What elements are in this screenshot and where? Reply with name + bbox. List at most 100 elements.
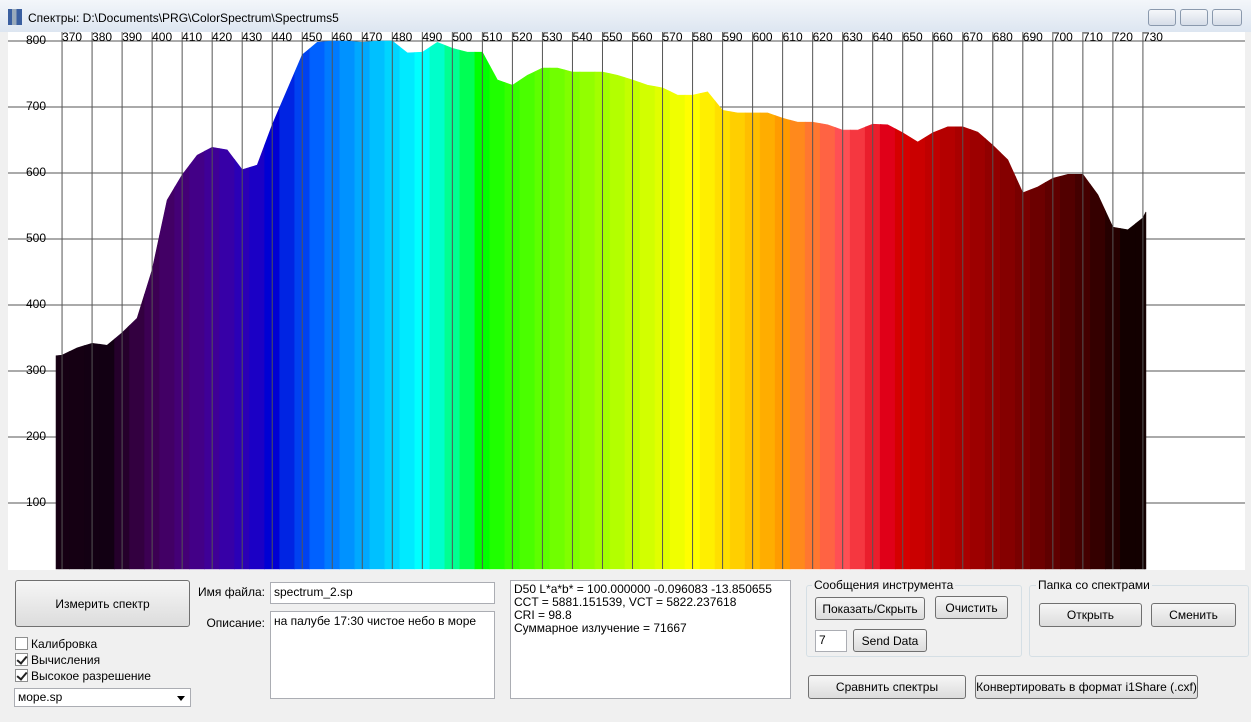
- spectrum-segment: [939, 126, 956, 570]
- show-hide-button[interactable]: Показать/Скрыть: [815, 597, 925, 620]
- spin-input[interactable]: 7: [815, 630, 847, 652]
- x-tick-label: 400: [152, 30, 172, 44]
- spectrum-segment: [129, 294, 145, 570]
- spectrum-segment: [549, 67, 566, 570]
- y-tick-label: 300: [26, 363, 46, 377]
- spectrum-segment: [1030, 182, 1046, 570]
- checkbox[interactable]: [15, 637, 28, 650]
- spectrum-segment: [879, 124, 896, 570]
- x-tick-label: 510: [482, 30, 502, 44]
- spectrum-segment: [789, 119, 806, 570]
- info-line: CCT = 5881.151539, VCT = 5822.237618: [514, 595, 737, 609]
- desc-input[interactable]: на палубе 17:30 чистое небо в море: [270, 611, 495, 699]
- desc-label: Описание:: [206, 616, 265, 630]
- x-tick-label: 500: [452, 30, 472, 44]
- x-tick-label: 560: [632, 30, 652, 44]
- spectrum-segment: [1090, 183, 1106, 570]
- convert-button[interactable]: Конвертировать в формат i1Share (.cxf): [975, 675, 1198, 699]
- folder-caption: Папка со спектрами: [1036, 578, 1152, 592]
- x-tick-label: 530: [542, 30, 562, 44]
- x-tick-label: 390: [122, 30, 142, 44]
- x-tick-label: 490: [422, 30, 442, 44]
- x-tick-label: 480: [392, 30, 412, 44]
- spectrum-segment: [1144, 211, 1147, 570]
- app-icon: [8, 9, 22, 25]
- x-tick-label: 440: [272, 30, 292, 44]
- spectrum-segment: [849, 126, 866, 570]
- x-tick-label: 600: [753, 30, 773, 44]
- spectrum-chart: 100 200 300 400 500 600 700 800 370 380 390 400 410 4…: [8, 30, 1245, 570]
- file-input[interactable]: spectrum_2.sp: [270, 582, 495, 604]
- close-button[interactable]: [1212, 9, 1242, 26]
- x-tick-label: 700: [1053, 30, 1073, 44]
- minimize-button[interactable]: [1148, 9, 1176, 26]
- spectrum-segment: [489, 65, 506, 570]
- spectrum-segment: [579, 71, 596, 570]
- spectrum-segment: [759, 112, 776, 570]
- x-tick-label: 570: [663, 30, 683, 44]
- spectrum-segment: [669, 91, 686, 570]
- open-button[interactable]: Открыть: [1039, 603, 1142, 627]
- y-tick-label: 100: [26, 495, 46, 509]
- send-button[interactable]: Send Data: [853, 629, 927, 652]
- x-tick-label: 620: [813, 30, 833, 44]
- x-tick-label: 370: [62, 30, 82, 44]
- x-tick-label: 720: [1113, 30, 1133, 44]
- y-tick-label: 700: [26, 99, 46, 113]
- maximize-button[interactable]: [1180, 9, 1208, 26]
- info-line: D50 L*a*b* = 100.000000 -0.096083 -13.85…: [514, 582, 772, 596]
- spectrum-segment: [729, 111, 746, 570]
- change-button[interactable]: Сменить: [1151, 603, 1236, 627]
- x-tick-label: 710: [1083, 30, 1103, 44]
- x-tick-label: 680: [993, 30, 1013, 44]
- spectrum-segment: [58, 351, 70, 570]
- x-tick-label: 410: [182, 30, 202, 44]
- spectrum-segment: [1060, 174, 1076, 570]
- combo-value: море.sp: [18, 690, 63, 704]
- checkbox[interactable]: [15, 653, 28, 666]
- spectrum-segment: [369, 40, 386, 570]
- x-tick-label: 660: [933, 30, 953, 44]
- spectrum-segment: [249, 144, 266, 570]
- x-tick-label: 470: [362, 30, 382, 44]
- checkbox-label: Калибровка: [31, 637, 98, 651]
- spectrum-segment: [1120, 223, 1136, 570]
- spectrum-segment: [55, 355, 60, 570]
- spectrum-segment: [609, 73, 626, 570]
- window-title: Спектры: D:\Documents\PRG\ColorSpectrum\…: [28, 11, 339, 25]
- spectrum-segment: [969, 129, 986, 570]
- x-tick-label: 380: [92, 30, 112, 44]
- x-tick-label: 630: [843, 30, 863, 44]
- measure-button[interactable]: Измерить спектр: [15, 580, 190, 627]
- x-tick-label: 430: [242, 30, 262, 44]
- messages-caption: Сообщения инструмента: [812, 578, 956, 592]
- y-tick-label: 400: [26, 297, 46, 311]
- x-tick-label: 690: [1023, 30, 1043, 44]
- x-tick-label: 590: [723, 30, 743, 44]
- spectrum-segment: [909, 136, 926, 570]
- spectrum-combo[interactable]: море.sp: [14, 688, 191, 707]
- x-tick-label: 580: [693, 30, 713, 44]
- y-tick-label: 600: [26, 165, 46, 179]
- spectrum-segment: [159, 186, 175, 570]
- file-label: Имя файла:: [198, 585, 265, 599]
- clear-button[interactable]: Очистить: [935, 596, 1008, 619]
- info-box: D50 L*a*b* = 100.000000 -0.096083 -13.85…: [510, 580, 791, 699]
- x-tick-label: 640: [873, 30, 893, 44]
- spectrum-segment: [699, 91, 716, 570]
- x-tick-label: 460: [332, 30, 352, 44]
- spectrum-segment: [639, 82, 656, 570]
- x-tick-label: 420: [212, 30, 232, 44]
- x-tick-label: 730: [1143, 30, 1163, 44]
- spectrum-segment: [1000, 151, 1016, 570]
- x-tick-label: 450: [302, 30, 322, 44]
- compare-button[interactable]: Сравнить спектры: [808, 675, 966, 699]
- x-tick-label: 550: [602, 30, 622, 44]
- y-tick-label: 500: [26, 231, 46, 245]
- checkbox[interactable]: [15, 669, 28, 682]
- checkbox-label: Вычисления: [31, 653, 101, 667]
- y-tick-label: 800: [26, 33, 46, 47]
- title-bar: [0, 0, 1251, 32]
- x-tick-label: 670: [963, 30, 983, 44]
